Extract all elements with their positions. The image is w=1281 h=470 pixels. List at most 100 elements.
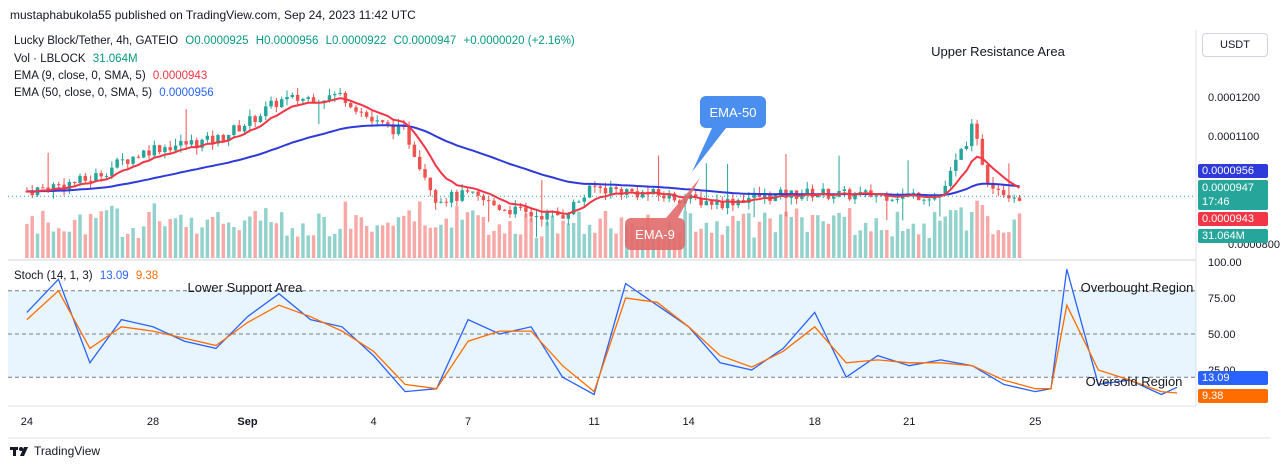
candle	[115, 159, 119, 168]
volume-bar	[502, 233, 507, 258]
candle	[94, 173, 98, 182]
volume-bar	[869, 231, 873, 258]
volume-bar	[587, 224, 592, 258]
candle	[582, 197, 586, 202]
volume-bar	[354, 215, 358, 258]
volume-bar	[226, 222, 231, 258]
candle	[524, 207, 528, 212]
volume-bar	[683, 210, 687, 258]
volume-bar	[805, 231, 809, 258]
volume-bar	[752, 237, 756, 258]
volume-bar	[858, 230, 863, 258]
volume-bar	[593, 232, 597, 258]
ema9-label: EMA (9, close, 0, SMA, 5)	[14, 70, 146, 82]
ema9-line	[26, 97, 1021, 215]
volume-bar	[964, 230, 969, 258]
volume-bar	[78, 214, 82, 258]
legend-symbol: Lucky Block/Tether, 4h, GATEIO	[14, 35, 179, 47]
candle	[704, 201, 709, 206]
candle	[370, 116, 374, 122]
ema50-value: 0.0000956	[159, 87, 214, 99]
volume-bar	[577, 211, 581, 258]
candle	[863, 190, 868, 192]
volume-bar	[216, 212, 220, 258]
volume-bar	[41, 210, 45, 258]
candle	[768, 193, 772, 201]
candle	[232, 125, 236, 135]
volume-bar	[46, 222, 50, 258]
candle	[131, 156, 135, 164]
legend-change: +0.0000020 (+2.16%)	[463, 35, 575, 47]
candle	[364, 112, 369, 117]
ema50-legend: EMA (50, close, 0, SMA, 5) 0.0000956	[14, 87, 218, 99]
volume-bar	[932, 212, 937, 258]
candle	[322, 100, 326, 102]
candle	[72, 182, 77, 184]
candle	[571, 202, 576, 215]
candle	[805, 188, 809, 196]
candle	[407, 127, 411, 145]
candle	[853, 193, 857, 200]
volume-bar	[736, 220, 740, 258]
candle	[449, 191, 454, 203]
candle	[985, 164, 990, 183]
candle	[343, 92, 348, 104]
candle	[216, 135, 220, 144]
volume-bar	[789, 216, 794, 258]
candle	[147, 150, 151, 156]
time-tick-label: 14	[683, 416, 695, 428]
volume-bar	[874, 218, 878, 258]
stoch-d-value: 9.38	[135, 270, 159, 282]
volume-bar	[30, 216, 34, 258]
volume-bar	[704, 222, 709, 258]
currency-button[interactable]: USDT	[1202, 33, 1268, 57]
candle	[890, 199, 894, 201]
volume-bar	[794, 208, 799, 258]
volume-bar	[927, 237, 932, 258]
volume-bar	[895, 211, 900, 258]
lower-support-label: Lower Support Area	[188, 280, 304, 295]
candle	[221, 135, 226, 141]
candle	[980, 138, 985, 165]
volume-bar	[906, 228, 910, 258]
time-tick-label: 25	[1029, 416, 1041, 428]
candle	[948, 170, 953, 186]
volume-bar	[221, 223, 226, 258]
candle	[561, 215, 565, 219]
stoch-label: Stoch (14, 1, 3)	[14, 270, 93, 282]
volume-bar	[35, 233, 40, 258]
volume-bar	[980, 205, 985, 258]
volume-bar	[975, 200, 979, 258]
candle	[699, 197, 703, 206]
candle	[290, 94, 295, 98]
volume-bar	[311, 235, 316, 258]
candle	[173, 145, 178, 151]
candle	[195, 140, 199, 148]
candle	[816, 194, 820, 198]
candle	[279, 99, 284, 107]
publisher-line: mustaphabukola55 published on TradingVie…	[10, 8, 416, 22]
ema9-callout-box	[625, 218, 685, 250]
volume-bar	[879, 230, 884, 258]
volume-bar	[131, 228, 135, 258]
volume-bar	[433, 227, 438, 258]
stoch-tick-label: 100.00	[1208, 257, 1242, 269]
volume-bar	[513, 233, 517, 258]
volume-bar	[210, 216, 215, 258]
candle	[168, 147, 172, 151]
candle	[640, 191, 645, 198]
candle	[486, 200, 491, 202]
candle	[927, 199, 932, 201]
volume-bar	[83, 234, 88, 258]
volume-bar	[57, 228, 61, 258]
price-tick-label: 0.0001200	[1208, 92, 1260, 104]
volume-bar	[51, 231, 56, 258]
candle	[763, 193, 767, 198]
candle	[954, 159, 958, 171]
candle	[725, 198, 730, 209]
last-price-tag: 0.0000947 17:46	[1198, 180, 1268, 210]
volume-bar	[1001, 232, 1006, 258]
upper-resistance-label: Upper Resistance Area	[931, 44, 1065, 59]
candle	[78, 175, 82, 183]
